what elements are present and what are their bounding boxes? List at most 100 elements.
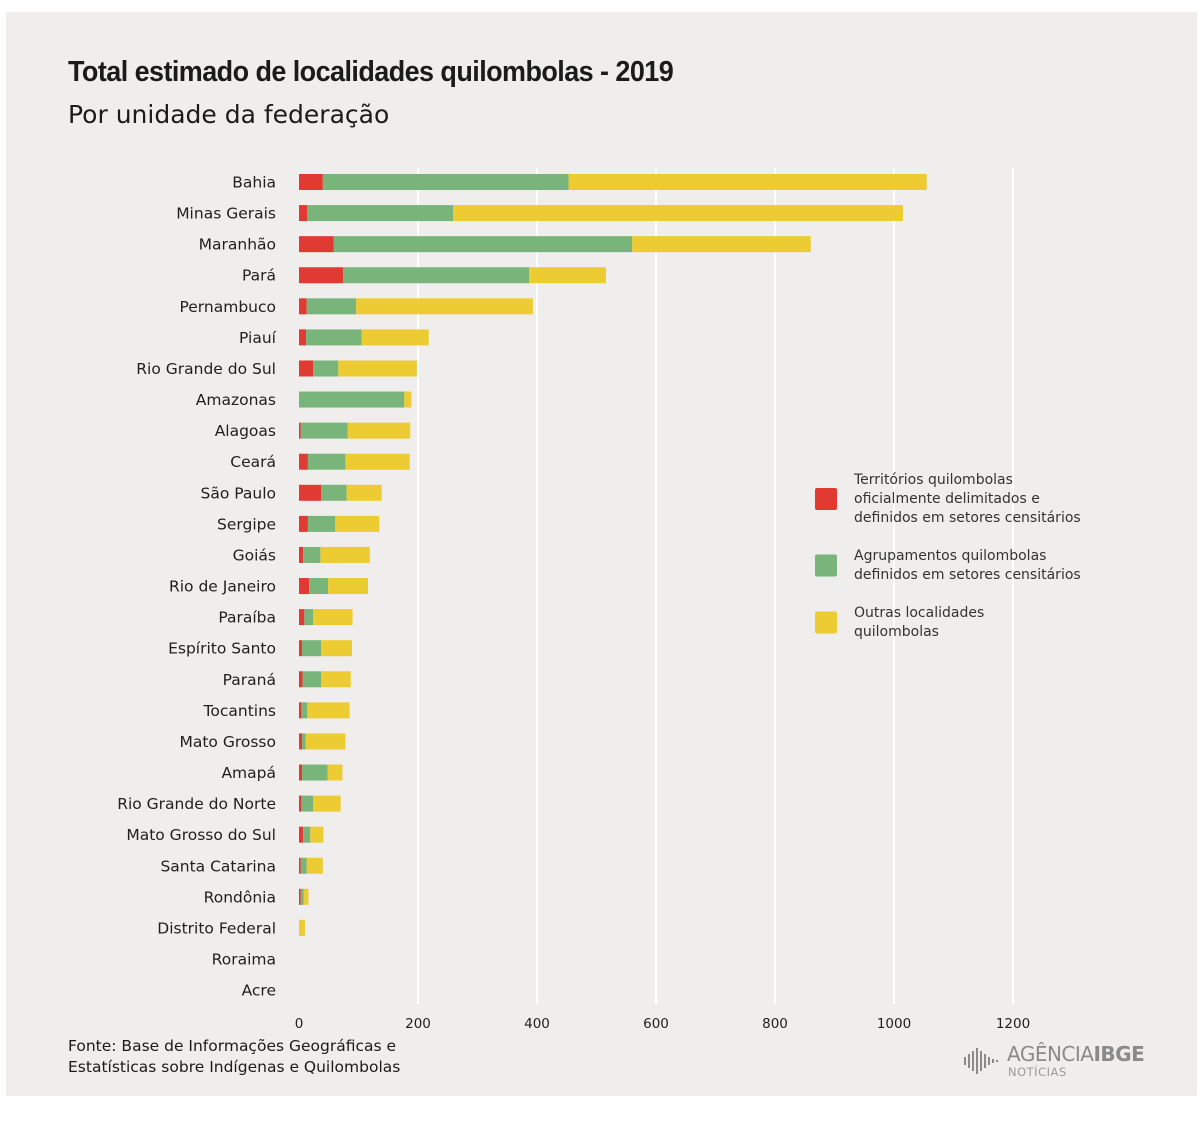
bar-segment-series-1 — [299, 764, 302, 781]
bar-segment-series-1 — [299, 671, 303, 688]
grid-lines — [417, 168, 1014, 1004]
bar-segment-series-1 — [299, 484, 322, 501]
logo-wordmark: AGÊNCIAIBGE — [1007, 1042, 1145, 1066]
category-label: Bahia — [232, 174, 276, 192]
bar-segment-series-3 — [338, 360, 417, 377]
category-label: Distrito Federal — [157, 919, 276, 937]
bar-segment-series-3 — [320, 546, 370, 563]
bar-segment-series-1 — [299, 640, 302, 657]
source-note: Fonte: Base de Informações Geográficas e… — [68, 1036, 400, 1078]
x-tick-label: 800 — [762, 1016, 788, 1032]
bar-segment-series-2 — [309, 578, 329, 595]
legend-swatch — [815, 488, 837, 510]
x-tick-label: 600 — [643, 1016, 669, 1032]
category-label: São Paulo — [200, 484, 276, 502]
category-label: Pará — [242, 267, 276, 285]
bar-segment-series-2 — [307, 515, 336, 532]
bar-segment-series-2 — [307, 205, 454, 222]
category-label: Acre — [242, 982, 276, 1000]
bar-segment-series-1 — [299, 515, 308, 532]
bar-segment-series-2 — [304, 609, 314, 626]
bar-segment-series-3 — [632, 236, 811, 253]
bar-segment-series-2 — [343, 267, 530, 284]
category-label: Amazonas — [196, 391, 276, 409]
bar-segment-series-2 — [322, 174, 569, 190]
category-label: Ceará — [230, 453, 276, 471]
x-tick-label: 400 — [524, 1016, 550, 1032]
bar-segment-series-2 — [303, 826, 311, 843]
category-label: Rio de Janeiro — [169, 578, 276, 596]
bar-segment-series-2 — [300, 857, 307, 874]
bar-segment-series-2 — [333, 236, 633, 253]
category-label: Goiás — [233, 546, 276, 564]
bar-segment-series-2 — [299, 391, 405, 408]
bar-segment-series-1 — [299, 546, 304, 563]
bar-segment-series-3 — [347, 422, 411, 439]
category-label: Santa Catarina — [160, 857, 276, 875]
bar-segment-series-3 — [356, 298, 533, 315]
chart-subtitle: Por unidade da federação — [68, 100, 390, 129]
bar-segment-series-3 — [327, 764, 343, 781]
chart-title: Total estimado de localidades quilombola… — [68, 56, 674, 88]
bar-segment-series-1 — [299, 702, 302, 719]
bar-segment-series-2 — [300, 888, 304, 905]
bar-segment-series-2 — [301, 702, 308, 719]
category-label: Mato Grosso do Sul — [126, 826, 276, 844]
source-line-2: Estatísticas sobre Indígenas e Quilombol… — [68, 1058, 401, 1076]
legend-label: Territórios quilombolas — [853, 472, 1013, 488]
category-label: Maranhão — [199, 236, 276, 254]
bar-segment-series-1 — [299, 795, 302, 812]
category-label: Espírito Santo — [168, 640, 276, 658]
bar-segment-series-1 — [299, 205, 308, 222]
bar-segment-series-3 — [345, 453, 410, 470]
legend-swatch — [815, 554, 837, 577]
legend-label: quilombolas — [854, 624, 939, 640]
bar-segment-series-3 — [529, 267, 607, 284]
legend: Territórios quilombolas oficialmente deli… — [815, 472, 1081, 640]
bar-segment-series-3 — [303, 888, 309, 905]
legend-label: definidos em setores censitários — [854, 510, 1081, 526]
legend-label: Outras localidades — [854, 605, 984, 621]
logo-main: AGÊNCIA — [1007, 1042, 1094, 1066]
bar-segment-series-2 — [301, 795, 314, 812]
chart-card — [6, 12, 1197, 1096]
bar-segment-series-1 — [299, 360, 314, 377]
bar-segment-series-3 — [568, 174, 927, 190]
source-line-1: Fonte: Base de Informações Geográficas e — [68, 1037, 397, 1055]
category-label: Piauí — [239, 329, 277, 347]
bar-segment-series-2 — [301, 764, 328, 781]
bar-segment-series-2 — [303, 546, 321, 563]
bar-segment-series-3 — [404, 391, 412, 408]
bar-segment-series-2 — [302, 671, 322, 688]
bar-segment-series-1 — [299, 329, 307, 346]
ibge-bars-icon — [964, 1048, 998, 1074]
bar-segment-series-3 — [299, 919, 305, 936]
bar-segment-series-3 — [453, 205, 903, 222]
bar-segment-series-2 — [307, 453, 346, 470]
category-label: Roraima — [212, 951, 276, 969]
bar-segment-series-3 — [310, 826, 324, 843]
x-tick-label: 1200 — [996, 1016, 1030, 1032]
bar-segment-series-2 — [306, 329, 362, 346]
category-label: Sergipe — [217, 515, 276, 533]
bar-segment-series-3 — [335, 515, 380, 532]
bar-segment-series-1 — [299, 578, 310, 595]
bar-segment-series-3 — [313, 609, 353, 626]
bar-segment-series-3 — [361, 329, 429, 346]
bar-segment-series-2 — [321, 484, 347, 501]
bar-segment-series-3 — [313, 795, 341, 812]
category-label: Rondônia — [204, 888, 276, 906]
bar-segment-series-3 — [328, 578, 369, 595]
category-label: Rio Grande do Sul — [136, 360, 276, 378]
category-label: Pernambuco — [179, 298, 276, 316]
bar-segment-series-1 — [299, 174, 323, 190]
bar-segment-series-2 — [301, 733, 306, 750]
bar-segment-series-2 — [301, 640, 322, 657]
category-label: Tocantins — [203, 702, 276, 720]
category-label: Amapá — [221, 764, 276, 782]
category-label: Rio Grande do Norte — [117, 795, 276, 813]
bar-segment-series-1 — [299, 888, 301, 905]
bar-segment-series-3 — [321, 640, 352, 657]
bar-segment-series-1 — [299, 267, 344, 284]
legend-label: definidos em setores censitários — [854, 567, 1081, 583]
